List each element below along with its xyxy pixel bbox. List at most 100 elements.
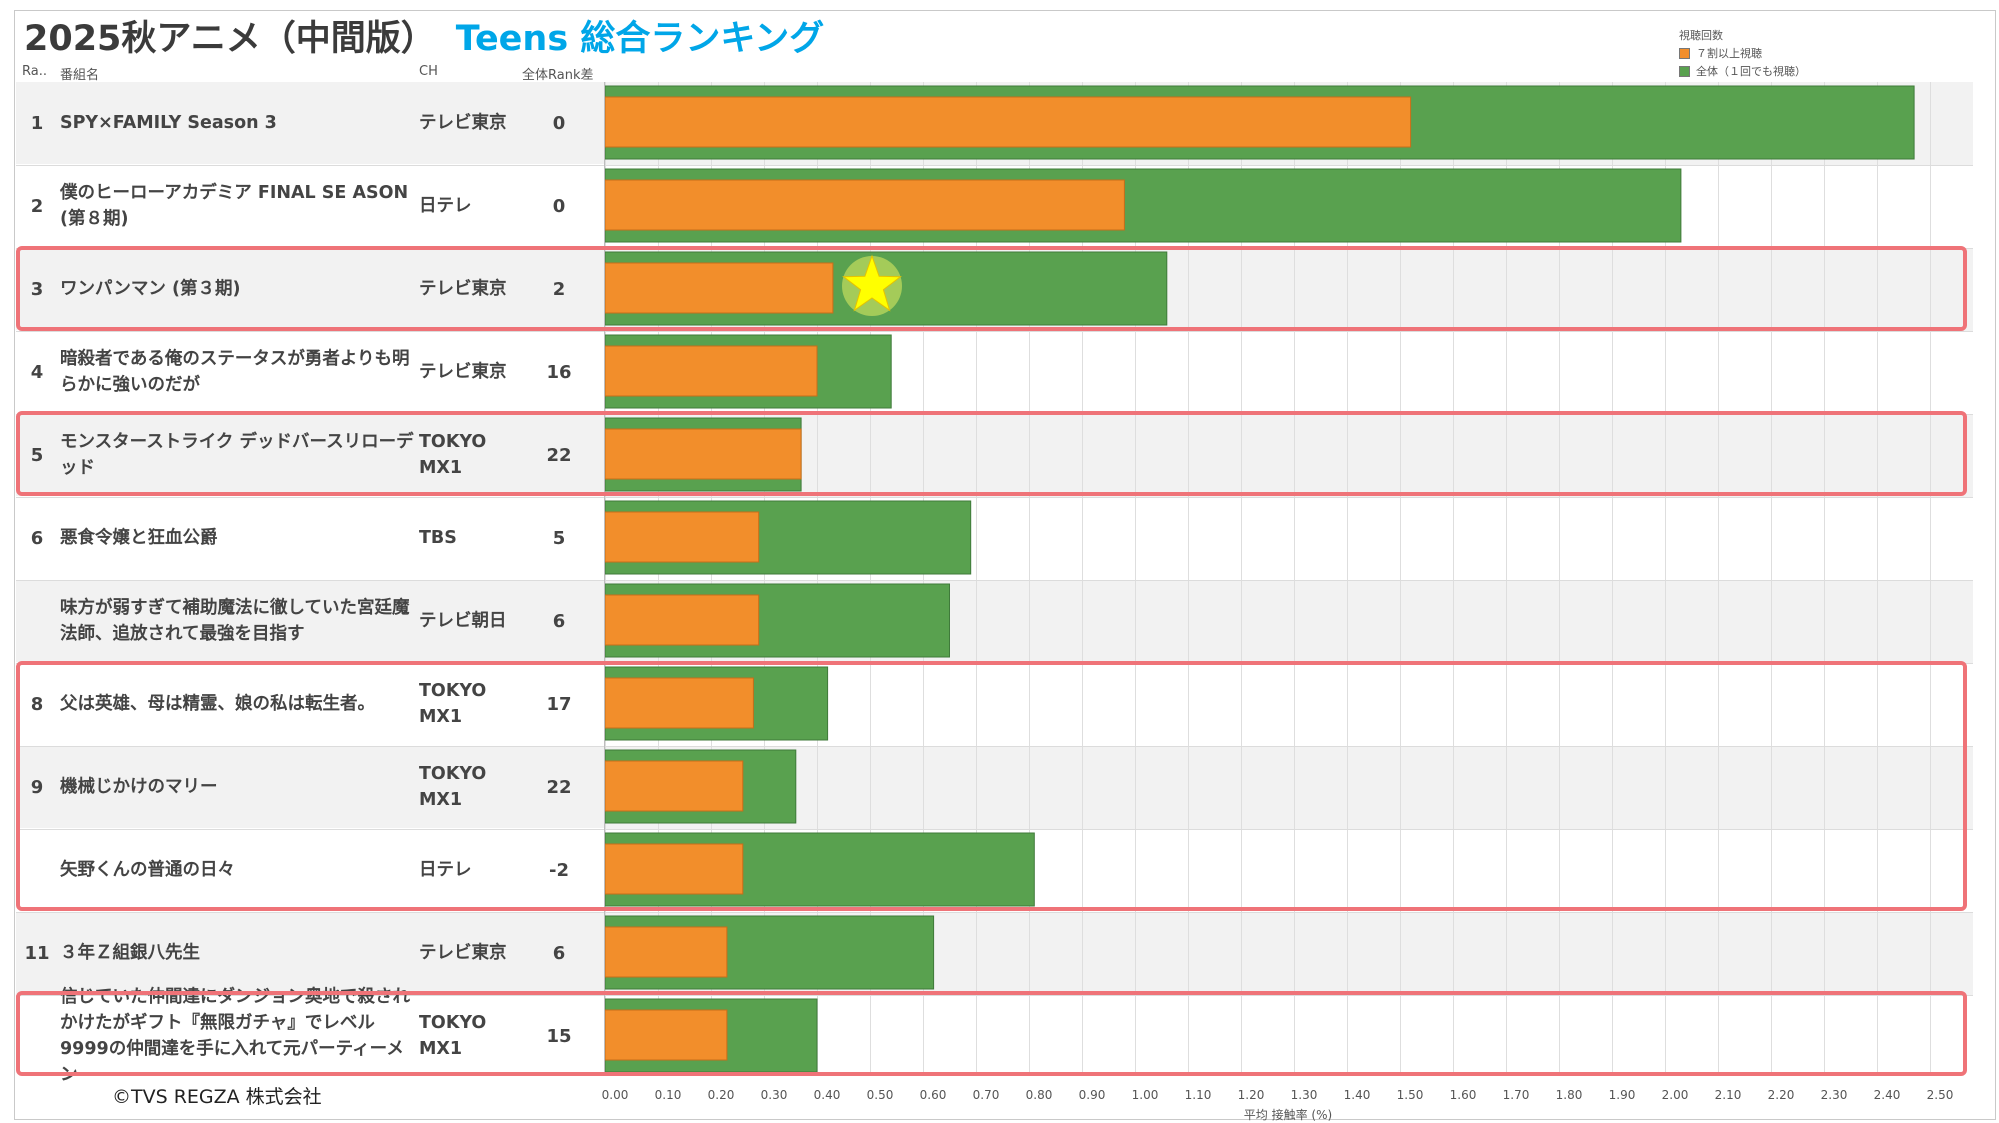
channel-cell: TOKYO MX1 xyxy=(419,432,487,478)
bar-top70 xyxy=(605,345,818,397)
channel-cell: 日テレ xyxy=(419,860,472,880)
x-tick-label: 0.00 xyxy=(601,1088,629,1102)
x-tick-label: 2.40 xyxy=(1873,1088,1901,1102)
channel-cell: テレビ朝日 xyxy=(419,611,507,631)
x-tick-label: 2.10 xyxy=(1714,1088,1742,1102)
rank-cell: 6 xyxy=(30,527,44,549)
highlight-box-rank5 xyxy=(16,411,1967,496)
bar-top70 xyxy=(605,179,1125,231)
highlight-box-rank3 xyxy=(16,246,1967,331)
program-name: SPY×FAMILY Season 3 xyxy=(60,113,277,133)
plot-row-band xyxy=(605,746,1973,829)
program-name: 僕のヒーローアカデミア FINAL SE ASON (第８期) xyxy=(60,183,409,229)
channel-cell: テレビ東京 xyxy=(419,943,507,963)
x-tick-label: 1.00 xyxy=(1131,1088,1159,1102)
rank-cell xyxy=(22,580,52,662)
channel-cell: テレビ東京 xyxy=(419,279,507,299)
legend-swatch-green xyxy=(1679,65,1690,77)
x-tick-label: 1.80 xyxy=(1555,1088,1583,1102)
channel-cell: TOKYO MX1 xyxy=(419,681,487,727)
legend-item-all: 全体（１回でも視聴） xyxy=(1679,62,1806,80)
bar-top70 xyxy=(605,926,728,978)
program-name: 矢野くんの普通の日々 xyxy=(60,860,235,880)
program-name: ワンパンマン (第３期) xyxy=(60,279,241,299)
x-tick-label: 2.20 xyxy=(1767,1088,1795,1102)
rank-cell: 9 xyxy=(30,776,44,798)
rank-diff-cell: 0 xyxy=(552,195,566,217)
rank-diff-cell: -2 xyxy=(549,859,569,881)
legend: 視聴回数 ７割以上視聴 全体（１回でも視聴） xyxy=(1679,28,1806,80)
star-icon xyxy=(842,254,902,312)
rank-diff-cell: 6 xyxy=(552,610,566,632)
highlight-box-rank12 xyxy=(16,991,1967,1076)
program-name: 機械じかけのマリー xyxy=(60,777,218,797)
legend-label: 全体（１回でも視聴） xyxy=(1696,65,1806,78)
rank-diff-cell: 2 xyxy=(552,278,566,300)
column-header-channel[interactable]: CH xyxy=(419,64,438,79)
x-tick-label: 0.60 xyxy=(919,1088,947,1102)
rank-cell: 8 xyxy=(30,693,44,715)
channel-cell: TOKYO MX1 xyxy=(419,764,487,810)
copyright: ©TVS REGZA 株式会社 xyxy=(112,1086,322,1108)
x-tick-label: 1.40 xyxy=(1343,1088,1371,1102)
program-name: モンスターストライク デッドバースリローデッド xyxy=(60,432,414,478)
title-sub: Teens 総合ランキング xyxy=(455,19,825,59)
x-tick-label: 1.10 xyxy=(1184,1088,1212,1102)
rank-diff-cell: 5 xyxy=(552,527,566,549)
bar-top70 xyxy=(605,677,754,729)
bar-top70 xyxy=(605,511,760,563)
chart-frame xyxy=(14,10,1996,1120)
x-tick-label: 0.20 xyxy=(707,1088,735,1102)
plot-row-band xyxy=(605,414,1973,497)
x-tick-label: 2.30 xyxy=(1820,1088,1848,1102)
x-tick-label: 1.50 xyxy=(1396,1088,1424,1102)
column-header-name[interactable]: 番組名 xyxy=(60,68,100,83)
bar-top70 xyxy=(605,1009,728,1061)
x-tick-label: 1.20 xyxy=(1237,1088,1265,1102)
x-axis-title: 平均 接触率 (%) xyxy=(1243,1108,1333,1122)
program-name: ３年Ｚ組銀八先生 xyxy=(60,943,200,963)
program-name: 父は英雄、母は精霊、娘の私は転生者。 xyxy=(60,694,375,714)
rank-cell: 2 xyxy=(30,195,44,217)
x-tick-label: 0.30 xyxy=(760,1088,788,1102)
channel-cell: 日テレ xyxy=(419,196,472,216)
bar-top70 xyxy=(605,262,834,314)
rank-diff-cell: 16 xyxy=(546,361,572,383)
x-tick-label: 2.00 xyxy=(1661,1088,1689,1102)
x-tick-label: 0.10 xyxy=(654,1088,682,1102)
program-name: 悪食令嬢と狂血公爵 xyxy=(60,528,218,548)
rank-diff-cell: 15 xyxy=(546,1025,572,1047)
channel-cell: テレビ東京 xyxy=(419,362,507,382)
chart-title: 2025秋アニメ（中間版） Teens 総合ランキング xyxy=(24,14,824,64)
legend-item-top70: ７割以上視聴 xyxy=(1679,44,1806,62)
legend-label: ７割以上視聴 xyxy=(1696,47,1762,60)
x-tick-label: 0.40 xyxy=(813,1088,841,1102)
rank-cell: 1 xyxy=(30,112,44,134)
rank-diff-cell: 0 xyxy=(552,112,566,134)
x-tick-label: 0.70 xyxy=(972,1088,1000,1102)
x-axis: 平均 接触率 (%) 0.00 0.10 0.20 0.30 0.40 0.50 0.60 0… xyxy=(601,1076,1972,1122)
highlight-box-rank8-10 xyxy=(16,661,1967,911)
legend-swatch-orange xyxy=(1679,47,1690,59)
rank-diff-cell: 22 xyxy=(546,776,572,798)
x-tick-label: 1.70 xyxy=(1502,1088,1530,1102)
x-tick-label: 1.60 xyxy=(1449,1088,1477,1102)
bar-top70 xyxy=(605,96,1412,148)
bar-top70 xyxy=(605,428,802,480)
bar-top70 xyxy=(605,594,760,646)
column-header-rank[interactable]: Ra.. xyxy=(22,64,47,79)
rank-diff-cell: 22 xyxy=(546,444,572,466)
channel-cell: TBS xyxy=(419,528,457,548)
x-tick-label: 0.80 xyxy=(1025,1088,1053,1102)
x-tick-label: 2.50 xyxy=(1926,1088,1954,1102)
title-main: 2025秋アニメ（中間版） xyxy=(24,19,436,59)
column-header-rank-diff[interactable]: 全体Rank差 xyxy=(522,68,594,83)
rank-diff-cell: 17 xyxy=(546,693,572,715)
legend-title: 視聴回数 xyxy=(1679,29,1723,42)
rank-diff-cell: 6 xyxy=(552,942,566,964)
bar-chart xyxy=(605,82,1973,1076)
channel-cell: TOKYO MX1 xyxy=(419,1013,487,1059)
channel-cell: テレビ東京 xyxy=(419,113,507,133)
bar-top70 xyxy=(605,760,744,812)
rank-cell: 4 xyxy=(30,361,44,383)
